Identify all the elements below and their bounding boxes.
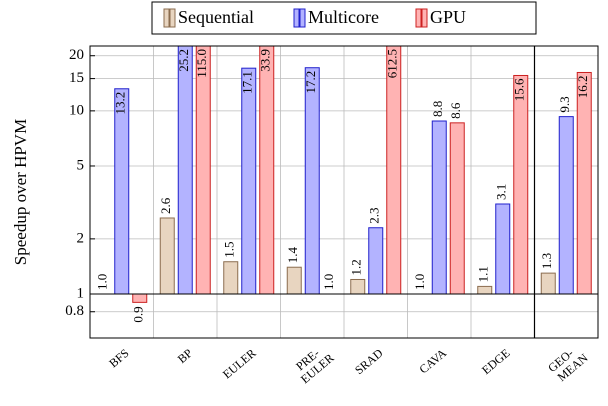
value-label: 1.4	[285, 246, 300, 263]
legend-swatch	[299, 8, 306, 28]
bar	[477, 285, 493, 295]
y-tick-label: 10	[69, 102, 84, 118]
plot-frame	[89, 45, 599, 339]
legend-label: Multicore	[308, 7, 379, 27]
bar	[431, 120, 447, 295]
value-label: 3.1	[494, 184, 509, 200]
bar	[350, 278, 366, 295]
x-tick-line: BFS	[106, 346, 131, 370]
value-label: 612.5	[385, 49, 400, 78]
x-tick-label: BFS	[106, 346, 131, 370]
value-label: 1.3	[539, 253, 554, 269]
bar	[223, 261, 239, 295]
bar	[114, 88, 130, 295]
value-label: 2.6	[158, 197, 173, 214]
value-label: 17.2	[303, 71, 318, 94]
bar	[558, 116, 574, 295]
legend-swatch	[421, 8, 428, 28]
value-label: 1.1	[476, 266, 491, 282]
y-axis-label: Speedup over HPVM	[11, 119, 30, 265]
value-label: 25.2	[176, 49, 191, 72]
x-tick-line: BP	[175, 345, 195, 365]
y-tick-label: 5	[77, 157, 85, 173]
x-tick-label: SRAD	[352, 345, 386, 377]
value-label: 1.0	[412, 274, 427, 290]
legend-swatch	[163, 8, 170, 28]
bar	[132, 293, 148, 303]
bar	[241, 67, 257, 295]
x-tick-label: PRE-EULER	[289, 341, 336, 387]
value-label: 16.2	[575, 75, 590, 98]
bar	[195, 46, 211, 295]
x-tick-line: SRAD	[352, 345, 386, 377]
value-label: 2.3	[367, 207, 382, 223]
legend-swatch	[415, 8, 422, 28]
value-label: 17.1	[240, 71, 255, 94]
x-tick-label: EULER	[220, 346, 259, 382]
bar	[495, 203, 511, 295]
bar	[513, 74, 529, 295]
value-label: 115.0	[194, 49, 209, 78]
y-tick-label: 1	[77, 285, 85, 301]
value-label: 8.8	[430, 101, 445, 117]
x-tick-line: CAVA	[416, 345, 449, 376]
legend-label: GPU	[430, 7, 466, 27]
bar	[540, 272, 556, 295]
x-tick-label: EDGE	[479, 346, 513, 377]
value-label: 1.0	[321, 274, 336, 290]
value-label: 9.3	[557, 96, 572, 112]
y-tick-label: 2	[77, 230, 85, 246]
value-label: 1.5	[222, 241, 237, 257]
legend-swatch	[293, 8, 300, 28]
value-label: 8.6	[448, 102, 463, 119]
y-tick-label: 15	[69, 70, 84, 86]
x-tick-label: BP	[175, 345, 195, 365]
bar	[576, 71, 592, 295]
y-tick-label: 20	[69, 47, 84, 63]
bar	[177, 46, 193, 295]
x-tick-line: EDGE	[479, 346, 513, 377]
x-tick-line: EULER	[220, 346, 259, 382]
value-label: 15.6	[512, 78, 527, 101]
legend-label: Sequential	[178, 7, 254, 27]
value-label: 0.9	[131, 306, 146, 322]
bar	[368, 227, 384, 295]
value-label: 33.9	[258, 49, 273, 72]
x-tick-label: GEO-MEAN	[545, 340, 591, 384]
bar	[449, 122, 465, 295]
legend-swatch	[169, 8, 176, 28]
bar	[286, 266, 302, 295]
value-label: 1.2	[349, 259, 364, 275]
legend-box	[151, 1, 537, 35]
value-label: 13.2	[113, 92, 128, 115]
x-tick-label: CAVA	[416, 345, 449, 376]
value-label: 1.0	[95, 274, 110, 290]
bar	[304, 67, 320, 295]
y-tick-label: 0.8	[65, 303, 84, 319]
bar	[386, 46, 402, 295]
bar	[159, 217, 175, 295]
